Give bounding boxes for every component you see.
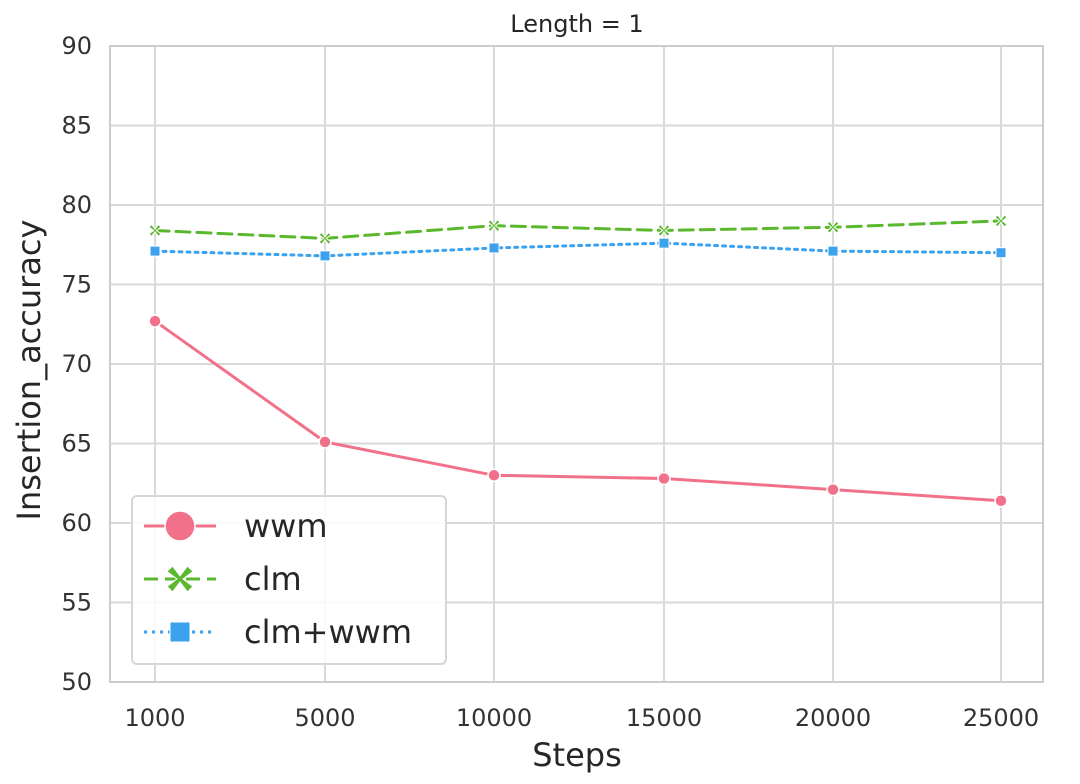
legend-swatch-marker (166, 565, 194, 593)
y-tick-label: 85 (61, 112, 92, 140)
y-tick-labels: 50 55 60 65 70 75 80 85 90 (61, 32, 92, 696)
plot-frame (109, 45, 1044, 683)
data-point-wwm (994, 493, 1008, 508)
legend-label: clm+wwm (244, 613, 412, 651)
legend-swatch-marker (169, 621, 191, 643)
y-tick-label: 55 (61, 589, 92, 617)
series-layer (148, 214, 1008, 508)
x-tick-label: 15000 (626, 704, 702, 732)
data-point-wwm (318, 435, 332, 449)
grid (110, 45, 1043, 683)
data-point-clm (826, 220, 840, 235)
data-point-clm-shape (148, 223, 162, 238)
series-line-clm (153, 219, 1003, 240)
x-tick-label: 5000 (294, 704, 355, 732)
data-point-clm+wwm (658, 237, 670, 249)
data-point-clm (657, 223, 671, 238)
legend-entry-wwm: wwm (144, 507, 328, 545)
x-tick-label: 1000 (124, 704, 185, 732)
legend-label: wwm (244, 507, 328, 545)
x-tick-labels: 1000 5000 10000 15000 20000 25000 (124, 704, 1039, 732)
x-tick-label: 25000 (963, 704, 1039, 732)
data-point-clm-shape (826, 220, 840, 235)
y-tick-label: 60 (61, 509, 92, 537)
data-point-clm (148, 223, 162, 238)
data-point-wwm (148, 314, 162, 328)
chart-title: Length = 1 (510, 10, 643, 38)
legend-box (131, 495, 447, 665)
series-line-wwm (153, 319, 1003, 503)
x-tick-label: 20000 (795, 704, 871, 732)
data-point-clm+wwm (995, 247, 1007, 259)
y-tick-label: 80 (61, 191, 92, 219)
legend-entry-clm: clm (144, 560, 302, 598)
x-tick-label: 10000 (456, 704, 532, 732)
y-tick-label: 65 (61, 430, 92, 458)
data-point-clm-shape (318, 231, 332, 246)
y-axis-label: Insertion_accuracy (10, 220, 48, 521)
y-tick-label: 70 (61, 350, 92, 378)
data-point-clm+wwm (488, 242, 500, 254)
series-clm+wwm (149, 237, 1007, 262)
data-point-wwm (487, 468, 501, 483)
y-tick-label: 75 (61, 271, 92, 299)
legend-swatch-marker-shape (166, 565, 194, 593)
data-point-wwm (657, 471, 671, 486)
series-line-clm+wwm (153, 241, 1003, 258)
data-point-clm (994, 214, 1008, 228)
y-tick-label: 90 (61, 32, 92, 60)
legend: wwm clm clm+wwm (131, 495, 447, 665)
data-point-clm (487, 218, 501, 233)
series-wwm (148, 314, 1008, 508)
data-point-clm+wwm (827, 245, 839, 257)
legend-label: clm (244, 560, 302, 598)
data-point-clm (318, 231, 332, 246)
series-clm (148, 214, 1008, 246)
data-point-clm+wwm (319, 250, 331, 262)
data-point-clm-shape (994, 214, 1008, 228)
data-point-clm-shape (487, 218, 501, 233)
data-point-clm+wwm (149, 245, 161, 257)
data-point-clm-shape (657, 223, 671, 238)
data-point-wwm (826, 482, 840, 497)
legend-swatch-marker (164, 510, 196, 542)
y-tick-label: 50 (61, 668, 92, 696)
legend-entry-clm+wwm: clm+wwm (144, 613, 412, 651)
x-axis-label: Steps (532, 736, 622, 774)
